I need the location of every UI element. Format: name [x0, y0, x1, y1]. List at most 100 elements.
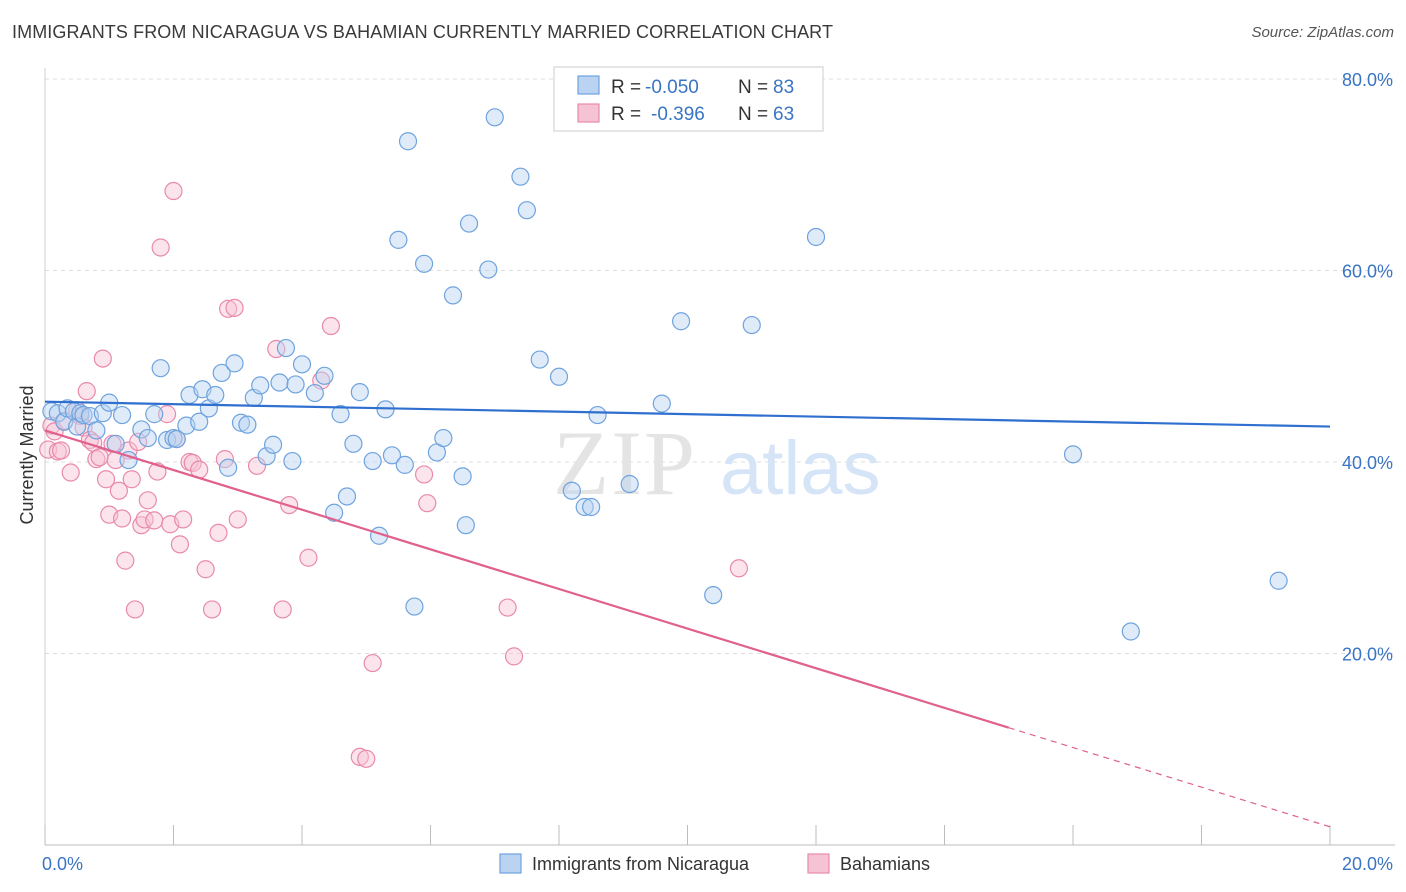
nicaragua-point-75 — [652, 394, 671, 413]
nicaragua-point-5 — [68, 417, 87, 436]
nicaragua-point-81 — [1121, 622, 1140, 641]
bahamians-point-20 — [109, 481, 128, 500]
nicaragua-point-17 — [145, 405, 164, 424]
bahamians-point-43 — [202, 600, 222, 619]
bahamians-point-49 — [247, 456, 267, 475]
legend-r-value-2: -0.396 — [651, 104, 705, 125]
nicaragua-point-78 — [742, 315, 761, 335]
nicaragua-point-46 — [337, 487, 357, 506]
nicaragua-point-44 — [325, 503, 344, 522]
nicaragua-point-35 — [257, 447, 276, 466]
nicaragua-point-16 — [138, 428, 157, 448]
bahamians-point-21 — [112, 509, 132, 528]
nicaragua-point-10 — [93, 404, 112, 423]
bahamians-point-48 — [228, 510, 247, 529]
bahamians-point-37 — [170, 535, 190, 554]
bahamians-point-15 — [93, 349, 112, 368]
legend-n-label-2: N = — [738, 104, 768, 125]
nicaragua-point-52 — [382, 446, 402, 465]
watermark-atlas: atlas — [720, 426, 881, 511]
nicaragua-point-66 — [511, 167, 530, 186]
nicaragua-point-53 — [389, 230, 408, 249]
nicaragua-point-77 — [704, 585, 723, 605]
nicaragua-point-34 — [251, 376, 270, 395]
nicaragua-point-9 — [87, 421, 106, 440]
nicaragua-point-18 — [151, 359, 170, 378]
nicaragua-point-56 — [405, 597, 424, 616]
bahamians-point-30 — [145, 511, 164, 530]
nicaragua-point-68 — [530, 350, 549, 369]
bahamians-point-56 — [350, 747, 369, 767]
bahamians-point-33 — [157, 405, 177, 424]
legend-r-value-1: -0.050 — [645, 77, 699, 98]
series-bahamians-points — [39, 181, 749, 768]
nicaragua-point-65 — [485, 108, 504, 127]
nicaragua-point-36 — [263, 435, 283, 454]
nicaragua-point-21 — [167, 429, 186, 449]
bahamians-point-14 — [90, 448, 109, 467]
nicaragua-point-45 — [331, 405, 350, 424]
trend-line-nicaragua — [44, 400, 1331, 428]
nicaragua-point-61 — [453, 467, 472, 486]
nicaragua-point-32 — [238, 415, 257, 434]
bottom-legend-label-bahamians: Bahamians — [840, 854, 930, 874]
legend-box: R = -0.050 N = 83 R = -0.396 N = 63 — [553, 66, 824, 132]
bottom-legend-swatch-nicaragua — [499, 853, 522, 874]
nicaragua-point-28 — [212, 363, 231, 383]
legend-n-value-1: 83 — [773, 77, 794, 98]
bahamians-point-47 — [225, 298, 244, 317]
bahamians-point-60 — [418, 494, 437, 513]
bahamians-point-16 — [96, 470, 116, 489]
nicaragua-point-59 — [434, 428, 453, 448]
legend-n-label-1: N = — [738, 77, 768, 98]
nicaragua-point-62 — [456, 516, 475, 535]
bahamians-point-6 — [61, 463, 80, 482]
nicaragua-point-67 — [517, 201, 536, 220]
nicaragua-point-40 — [286, 375, 305, 394]
chart-source: Source: ZipAtlas.com — [1251, 24, 1394, 41]
nicaragua-point-38 — [276, 338, 296, 358]
nicaragua-point-43 — [315, 366, 334, 385]
bahamians-point-55 — [321, 316, 341, 336]
bahamians-point-35 — [164, 181, 183, 201]
nicaragua-point-48 — [350, 383, 369, 402]
x-tick-label-min: 0.0% — [42, 854, 83, 874]
legend-swatch-nicaragua — [577, 75, 600, 95]
bahamians-point-44 — [209, 523, 228, 542]
nicaragua-point-71 — [575, 497, 594, 517]
bahamians-point-11 — [80, 430, 100, 450]
bahamians-point-42 — [196, 560, 215, 579]
nicaragua-point-74 — [620, 474, 639, 494]
x-tick-label-max: 20.0% — [1342, 854, 1393, 874]
tick-labels: 20.0% 40.0% 60.0% 80.0% 0.0% 20.0% — [42, 70, 1393, 874]
bahamians-point-25 — [125, 600, 145, 619]
bahamians-point-13 — [87, 450, 106, 469]
bottom-legend-swatch-bahamians — [807, 853, 830, 874]
bahamians-point-10 — [77, 382, 96, 401]
bahamians-point-4 — [51, 441, 71, 460]
trend-lines — [44, 400, 1331, 828]
legend-n-value-2: 63 — [773, 104, 794, 125]
nicaragua-point-19 — [157, 430, 177, 450]
nicaragua-point-29 — [219, 458, 238, 477]
bahamians-point-63 — [729, 559, 749, 578]
bahamians-point-62 — [504, 647, 524, 666]
legend-swatch-bahamians — [577, 103, 600, 123]
nicaragua-point-76 — [671, 312, 691, 331]
nicaragua-point-72 — [582, 497, 601, 517]
axes — [44, 68, 1395, 846]
nicaragua-point-55 — [398, 132, 418, 151]
nicaragua-point-39 — [283, 451, 302, 471]
trend-line-bahamians-extrapolated — [1008, 727, 1331, 828]
nicaragua-point-47 — [344, 434, 363, 453]
bahamians-point-51 — [273, 600, 292, 619]
nicaragua-point-69 — [549, 367, 569, 386]
nicaragua-point-70 — [562, 481, 581, 500]
bahamians-point-32 — [151, 238, 170, 257]
nicaragua-point-80 — [1063, 445, 1083, 464]
nicaragua-point-42 — [305, 383, 324, 403]
y-tick-label-60: 60.0% — [1342, 262, 1393, 282]
bahamians-point-29 — [138, 491, 157, 510]
chart-title: IMMIGRANTS FROM NICARAGUA VS BAHAMIAN CU… — [12, 22, 834, 42]
